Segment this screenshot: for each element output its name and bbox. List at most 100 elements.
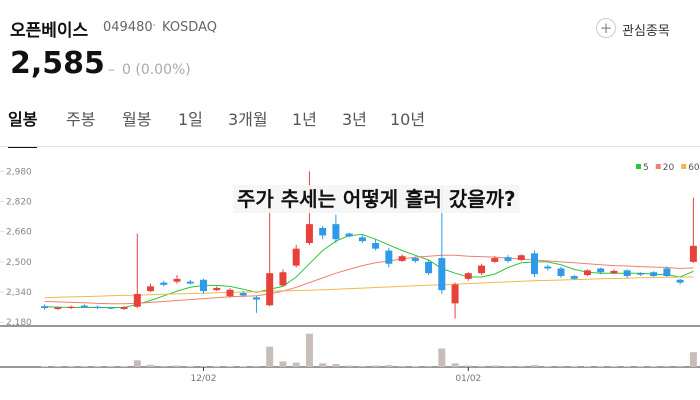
stock-code: 049480: [103, 20, 153, 35]
y-tick-label: 2,820: [6, 198, 32, 208]
candle-body: [663, 268, 671, 277]
tab[interactable]: 주봉: [66, 110, 96, 129]
tab[interactable]: 10년: [390, 110, 426, 129]
legend-label: 20: [663, 163, 675, 173]
candle-body: [504, 257, 512, 261]
volume-bar: [570, 366, 578, 367]
y-tick-label: 2,500: [6, 258, 32, 268]
annotation: 주가 추세는 어떻게 흘러 갔을까?: [237, 187, 516, 211]
candle-body: [305, 224, 313, 243]
change-mark: –: [108, 62, 115, 78]
legend-label: 60: [688, 163, 700, 173]
volume-bar: [689, 352, 697, 367]
volume-bar: [186, 366, 194, 367]
candle-body: [292, 248, 300, 266]
candle-body: [676, 279, 684, 283]
volume-bar: [358, 365, 366, 367]
volume-bar: [41, 366, 49, 367]
volume-bar: [544, 366, 552, 367]
y-tick-label: 2,340: [6, 288, 32, 298]
tab[interactable]: 1년: [292, 110, 317, 129]
candle-body: [147, 286, 155, 292]
candle-body: [451, 284, 459, 304]
volume-bar: [385, 365, 393, 367]
candle-body: [54, 307, 62, 310]
y-tick-label: 2,180: [6, 318, 32, 328]
market: KOSDAQ: [162, 20, 217, 35]
candle-body: [610, 270, 618, 274]
volume-bar: [610, 366, 618, 367]
volume-bar: [279, 361, 287, 367]
volume-bar: [438, 348, 446, 367]
candle-body: [94, 306, 102, 309]
candle-body: [200, 279, 207, 292]
candle-body: [226, 289, 234, 297]
y-tick-label: 2,660: [6, 228, 32, 238]
tab[interactable]: 1일: [178, 110, 203, 129]
candle-body: [531, 253, 538, 275]
volume-bar: [663, 365, 671, 367]
separator: ·: [152, 19, 157, 34]
candle-body: [544, 266, 552, 269]
candle-body: [570, 276, 578, 279]
candle-body: [517, 255, 525, 260]
volume-bar: [239, 366, 247, 367]
volume-bar: [398, 365, 406, 367]
volume-bar: [650, 366, 658, 367]
candle-body: [398, 256, 406, 261]
volume-bar: [147, 364, 155, 367]
candle-body: [107, 307, 115, 309]
volume-bar: [504, 365, 512, 367]
legend-swatch: [681, 164, 687, 169]
x-tick-label: 01/02: [455, 374, 481, 384]
volume-bar: [478, 365, 486, 367]
candle-body: [689, 245, 697, 262]
price: 2,585: [10, 46, 105, 81]
legend-label: 5: [643, 163, 649, 173]
change: 0 (0.00%): [122, 62, 191, 78]
tab[interactable]: 3년: [342, 110, 367, 129]
candle-body: [266, 273, 274, 306]
volume-bar: [583, 366, 591, 367]
volume-bar: [451, 363, 459, 367]
candle-body: [41, 306, 49, 309]
candle-body: [133, 293, 141, 307]
volume-bar: [200, 365, 207, 367]
volume-bar: [305, 333, 313, 367]
candle-body: [252, 297, 260, 300]
volume-bar: [636, 366, 644, 367]
volume-bar: [332, 364, 340, 367]
volume-bar: [213, 366, 221, 367]
watch-icon[interactable]: +: [596, 18, 616, 38]
watch-button[interactable]: 관심종목: [622, 24, 670, 39]
y-tick-label: 2,980: [6, 167, 32, 177]
candle-body: [345, 233, 353, 237]
candle-body: [186, 281, 194, 284]
divider: [0, 146, 700, 147]
candle-body: [583, 270, 591, 276]
candle-body: [213, 287, 221, 291]
candle-body: [636, 273, 644, 275]
volume-bar: [531, 365, 538, 367]
volume-bar: [173, 365, 181, 367]
candle-body: [80, 305, 88, 308]
candle-body: [623, 270, 631, 277]
ma-line: [44, 233, 694, 308]
tab[interactable]: 3개월: [228, 110, 268, 129]
candle-body: [597, 268, 605, 273]
candle-body: [319, 227, 327, 236]
candle-body: [464, 273, 472, 279]
volume-bar: [226, 366, 234, 367]
volume-bar: [319, 363, 327, 367]
tab[interactable]: 일봉: [8, 106, 38, 148]
candle-body: [425, 261, 433, 274]
volume-bar: [517, 365, 525, 367]
ma-line: [44, 254, 694, 305]
volume-bar: [411, 366, 419, 367]
volume-bar: [372, 365, 380, 367]
candle-body: [279, 272, 287, 286]
volume-bar: [491, 365, 499, 367]
tab[interactable]: 월봉: [122, 110, 152, 129]
